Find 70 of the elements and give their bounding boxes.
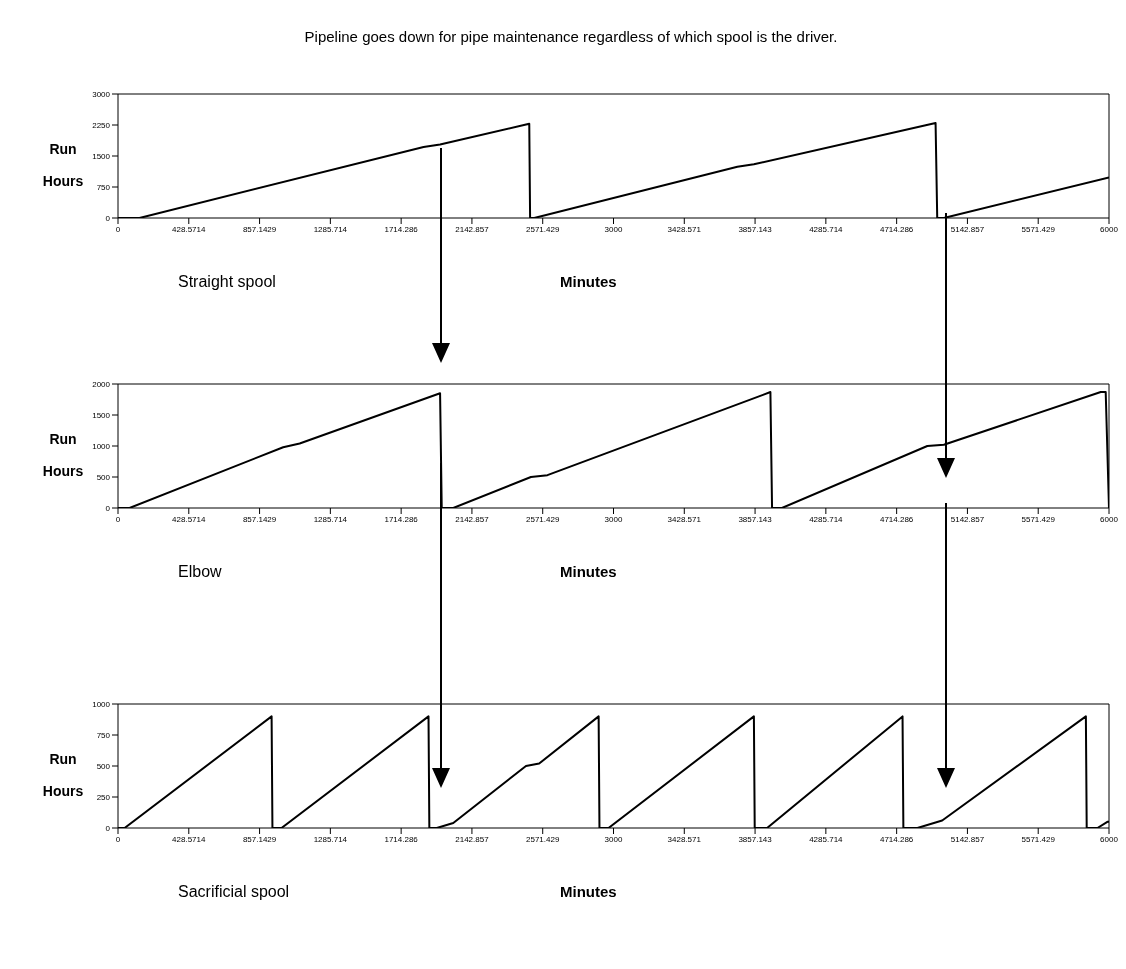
x-tick-label: 5571.429 <box>1021 514 1056 524</box>
text: Straight spool <box>178 273 276 290</box>
x-axis-title: Minutes <box>560 883 617 900</box>
chart-title: Pipeline goes down for pipe maintenance regardless of which spool is the driver. <box>303 28 839 45</box>
x-tick-label: 2142.857 <box>455 224 490 234</box>
x-tick-label: 1714.286 <box>384 834 419 844</box>
x-tick-label: 3000 <box>604 224 623 234</box>
x-tick-label: 6000 <box>1100 514 1119 524</box>
x-tick-label: 428.5714 <box>172 514 207 524</box>
text: Elbow <box>178 563 222 580</box>
y-tick-label: 0 <box>105 213 111 223</box>
y-tick-label: 750 <box>96 730 111 740</box>
x-tick-label: 2142.857 <box>455 834 490 844</box>
x-tick-label: 3428.571 <box>667 224 702 234</box>
text: Sacrificial spool <box>178 883 290 900</box>
x-tick-label: 0 <box>115 514 121 524</box>
x-tick-label: 5142.857 <box>950 834 985 844</box>
x-tick-label: 3857.143 <box>738 514 773 524</box>
x-tick-label: 5571.429 <box>1021 834 1056 844</box>
x-tick-label: 3428.571 <box>667 834 702 844</box>
x-tick-label: 5142.857 <box>950 514 985 524</box>
y-axis-title: Run Hours <box>41 750 85 801</box>
y-tick-label: 500 <box>96 472 111 482</box>
x-tick-label: 6000 <box>1100 834 1119 844</box>
x-tick-label: 3000 <box>604 834 623 844</box>
y-tick-label: 1000 <box>92 699 111 709</box>
x-tick-label: 3857.143 <box>738 224 773 234</box>
x-tick-label: 2571.429 <box>526 224 560 234</box>
y-tick-label: 250 <box>96 792 111 802</box>
y-tick-label: 2000 <box>92 379 111 389</box>
y-tick-label: 3000 <box>92 89 111 99</box>
x-tick-label: 0 <box>115 834 121 844</box>
x-tick-label: 3000 <box>604 514 623 524</box>
x-axis-title: Minutes <box>560 563 617 580</box>
x-tick-label: 1285.714 <box>313 834 348 844</box>
x-tick-label: 1285.714 <box>313 224 348 234</box>
x-tick-label: 1714.286 <box>384 514 419 524</box>
x-tick-label: 857.1429 <box>242 514 277 524</box>
x-tick-label: 3428.571 <box>667 514 702 524</box>
x-tick-label: 428.5714 <box>172 834 207 844</box>
y-tick-label: 0 <box>105 503 111 513</box>
y-tick-label: 1500 <box>92 410 111 420</box>
x-tick-label: 4285.714 <box>809 224 844 234</box>
y-tick-label: 750 <box>96 182 111 192</box>
x-tick-label: 0 <box>115 224 121 234</box>
y-axis-title: Run Hours <box>42 431 84 479</box>
y-tick-label: 0 <box>105 823 111 833</box>
x-tick-label: 4714.286 <box>879 224 914 234</box>
x-tick-label: 2142.857 <box>455 514 490 524</box>
x-axis-title: Minutes <box>560 273 617 290</box>
y-tick-label: 500 <box>96 761 111 771</box>
x-tick-label: 4714.286 <box>879 514 914 524</box>
x-tick-label: 6000 <box>1100 224 1119 234</box>
x-tick-label: 2571.429 <box>526 514 560 524</box>
x-tick-label: 428.5714 <box>172 224 207 234</box>
x-tick-label: 1285.714 <box>313 514 348 524</box>
y-tick-label: 2250 <box>92 120 111 130</box>
x-tick-label: 3857.143 <box>738 834 773 844</box>
y-tick-label: 1500 <box>92 151 111 161</box>
x-tick-label: 5571.429 <box>1021 224 1056 234</box>
x-tick-label: 2571.429 <box>526 834 560 844</box>
x-tick-label: 5142.857 <box>950 224 985 234</box>
x-tick-label: 4285.714 <box>809 834 844 844</box>
y-axis-title: Run Hours <box>42 141 84 189</box>
x-tick-label: 857.1429 <box>242 834 277 844</box>
x-tick-label: 4714.286 <box>879 834 914 844</box>
x-tick-label: 4285.714 <box>809 514 844 524</box>
y-tick-label: 1000 <box>92 441 111 451</box>
x-tick-label: 1714.286 <box>384 224 419 234</box>
x-tick-label: 857.1429 <box>242 224 277 234</box>
